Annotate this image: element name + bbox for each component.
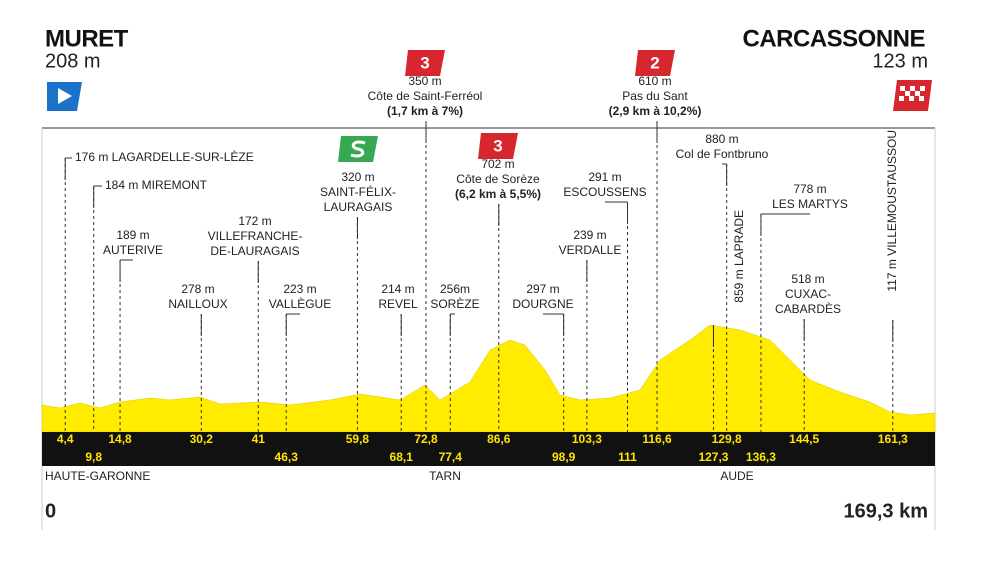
km-label: 111 (618, 450, 637, 464)
km-label: 14,8 (108, 432, 132, 446)
point-label: DOURGNE (512, 297, 573, 311)
point-label: (6,2 km à 5,5%) (455, 187, 541, 201)
km-label: 77,4 (439, 450, 463, 464)
point-label: VALLÈGUE (269, 296, 331, 311)
climb-category: 2 (650, 53, 659, 72)
point-label: DE-LAURAGAIS (210, 244, 299, 258)
point-label: (1,7 km à 7%) (387, 104, 463, 118)
climb-icon (635, 50, 675, 76)
finish-name: CARCASSONNE (742, 25, 925, 52)
km-label: 59,8 (346, 432, 370, 446)
point-label: 610 m (638, 74, 671, 88)
climb-icon (405, 50, 445, 76)
points-layer: 176 m LAGARDELLE-SUR-LÈZE 4,4 184 m MIREMO… (57, 50, 908, 464)
finish-altitude: 123 m (872, 50, 928, 72)
km-band (42, 432, 935, 466)
km-label: 129,8 (712, 432, 742, 446)
point-label: NAILLOUX (168, 297, 227, 311)
km-label: 68,1 (390, 450, 414, 464)
point-label: CABARDÈS (775, 301, 841, 316)
point-label: 223 m (283, 282, 316, 296)
point-label: 214 m (381, 282, 414, 296)
point-label: 291 m (588, 170, 621, 184)
climb-category: 3 (493, 136, 502, 155)
km-label: 4,4 (57, 432, 74, 446)
start-name: MURET (45, 25, 129, 52)
point-label: AUTERIVE (103, 243, 163, 257)
point-label: ESCOUSSENS (563, 185, 646, 199)
km-label: 98,9 (552, 450, 576, 464)
point-label: 239 m (573, 228, 606, 242)
km-label: 46,3 (275, 450, 299, 464)
total-km: 169,3 km (843, 500, 928, 522)
point-label: CUXAC- (785, 287, 831, 301)
region: HAUTE-GARONNE (45, 469, 150, 483)
region: AUDE (720, 469, 753, 483)
sprint-icon-mark (350, 140, 366, 158)
point-label: Col de Fontbruno (676, 147, 769, 161)
point-label: 176 m LAGARDELLE-SUR-LÈZE (75, 149, 254, 164)
km-label: 127,3 (698, 450, 728, 464)
point-label: LAURAGAIS (324, 200, 393, 214)
point-label: Côte de Saint-Ferréol (368, 89, 483, 103)
region: TARN (429, 469, 461, 483)
point-label: 518 m (791, 272, 824, 286)
km-label: 41 (252, 432, 266, 446)
km-label: 144,5 (789, 432, 819, 446)
km-label: 103,3 (572, 432, 602, 446)
km-label: 86,6 (487, 432, 511, 446)
point-label: 778 m (793, 182, 826, 196)
point-label: 350 m (408, 74, 441, 88)
climb-icon (478, 133, 518, 159)
finish-icon (893, 80, 932, 111)
km-label: 9,8 (85, 450, 102, 464)
point-label: REVEL (378, 297, 418, 311)
point-label: 278 m (181, 282, 214, 296)
km-label: 116,6 (642, 432, 672, 446)
km-label: 72,8 (414, 432, 438, 446)
point-label: Côte de Sorèze (456, 172, 540, 186)
point-label: 256m (440, 282, 470, 296)
start-km: 0 (45, 500, 56, 522)
point-label: 172 m (238, 214, 271, 228)
start-altitude: 208 m (45, 50, 101, 72)
point-label: VERDALLE (559, 243, 622, 257)
point-label: VILLEFRANCHE- (208, 229, 303, 243)
point-label: 859 m LAPRADE (732, 210, 746, 303)
point-label: 117 m VILLEMOUSTAUSSOU (885, 130, 899, 292)
point-label: (2,9 km à 10,2%) (609, 104, 702, 118)
point-label: 189 m (116, 228, 149, 242)
point-label: SORÈZE (430, 296, 479, 311)
point-label: SAINT-FÉLIX- (320, 184, 396, 199)
point-label: 880 m (705, 132, 738, 146)
point-label: Pas du Sant (622, 89, 688, 103)
km-label: 30,2 (190, 432, 214, 446)
km-label: 136,3 (746, 450, 776, 464)
start-icon-arrow (58, 88, 72, 104)
point-label: 320 m (341, 170, 374, 184)
climb-category: 3 (420, 53, 429, 72)
point-label: 702 m (481, 157, 514, 171)
elevation-profile (41, 324, 936, 433)
point-label: 297 m (526, 282, 559, 296)
point-label: 184 m MIREMONT (105, 178, 208, 192)
km-label: 161,3 (878, 432, 908, 446)
point-label: LES MARTYS (772, 197, 848, 211)
